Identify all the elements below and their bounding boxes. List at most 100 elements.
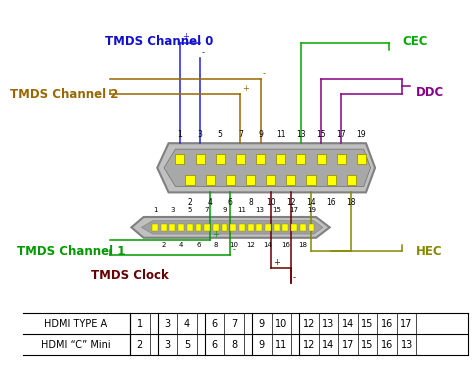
Text: DDC: DDC [416,86,444,99]
Text: 15: 15 [361,339,374,350]
Text: 1: 1 [137,319,143,329]
Text: -: - [232,245,235,254]
Text: 14: 14 [306,199,316,207]
Bar [239,224,245,231]
Text: 16: 16 [381,319,393,329]
Text: 6: 6 [211,319,218,329]
Text: 7: 7 [231,319,237,329]
Bar [265,224,271,231]
Text: 2: 2 [137,339,143,350]
Bar [204,224,210,231]
Text: 6: 6 [211,339,218,350]
Text: 10: 10 [266,199,275,207]
Text: HDMI TYPE A: HDMI TYPE A [44,319,107,329]
Text: 14: 14 [322,339,335,350]
Text: 8: 8 [248,199,253,207]
Text: 15: 15 [361,319,374,329]
Text: 3: 3 [164,319,171,329]
Text: 12: 12 [303,319,315,329]
Text: 10: 10 [229,242,238,248]
Text: 3: 3 [170,207,174,213]
Text: 2: 2 [162,242,166,248]
Bar [317,154,326,164]
Text: CEC: CEC [402,35,428,48]
Text: 19: 19 [356,130,366,139]
Bar [222,224,228,231]
Polygon shape [131,217,330,238]
Bar [248,224,254,231]
Text: 6: 6 [196,242,201,248]
Text: -: - [202,48,205,57]
Text: TMDS Channel 0: TMDS Channel 0 [105,35,214,48]
Text: +: + [242,84,249,93]
Text: HDMI “C” Mini: HDMI “C” Mini [41,339,110,350]
Bar [296,154,305,164]
Text: 9: 9 [259,319,265,329]
Text: TMDS Channel 1: TMDS Channel 1 [17,245,125,258]
Bar [276,154,285,164]
Bar [327,175,336,184]
Bar [230,224,236,231]
Text: 14: 14 [264,242,273,248]
Text: 3: 3 [164,339,171,350]
Text: 17: 17 [290,207,299,213]
Bar [216,154,225,164]
Polygon shape [164,149,371,186]
Bar [274,224,280,231]
Text: 13: 13 [401,339,413,350]
Bar [300,224,306,231]
Text: 18: 18 [298,242,307,248]
Text: +: + [182,32,190,42]
Bar [357,154,366,164]
Text: 7: 7 [205,207,210,213]
Polygon shape [141,221,323,234]
Bar [291,224,297,231]
Text: +: + [273,258,280,267]
Text: 13: 13 [296,130,306,139]
Text: 8: 8 [214,242,218,248]
Text: 12: 12 [286,199,296,207]
Bar [187,224,193,231]
Text: 11: 11 [275,339,287,350]
Bar [195,224,201,231]
Text: +: + [212,229,219,239]
Bar [337,154,346,164]
Text: 5: 5 [184,339,190,350]
Text: 7: 7 [238,130,243,139]
Text: 12: 12 [246,242,255,248]
Polygon shape [157,143,375,192]
Bar [169,224,175,231]
Text: 17: 17 [337,130,346,139]
Bar [196,154,205,164]
Text: 2: 2 [188,199,192,207]
Bar [161,224,167,231]
Text: -: - [263,69,265,78]
Text: 14: 14 [342,319,354,329]
Bar [152,224,158,231]
Text: -: - [292,273,296,282]
Bar [307,175,316,184]
Text: 5: 5 [218,130,223,139]
Text: 9: 9 [222,207,227,213]
Text: 3: 3 [198,130,202,139]
Bar [266,175,275,184]
Text: 13: 13 [255,207,264,213]
Text: 4: 4 [184,319,190,329]
Bar [178,224,184,231]
Bar [206,175,215,184]
Bar [213,224,219,231]
Bar [246,175,255,184]
Text: 12: 12 [303,339,315,350]
Text: 1: 1 [153,207,157,213]
Text: 15: 15 [272,207,281,213]
Text: 4: 4 [208,199,213,207]
Bar [256,154,265,164]
Text: 16: 16 [327,199,336,207]
Text: 18: 18 [346,199,356,207]
Text: TMDS Channel 2: TMDS Channel 2 [10,88,118,101]
Text: 16: 16 [381,339,393,350]
Bar [226,175,235,184]
Text: 10: 10 [275,319,287,329]
Text: 15: 15 [316,130,326,139]
Bar [309,224,314,231]
